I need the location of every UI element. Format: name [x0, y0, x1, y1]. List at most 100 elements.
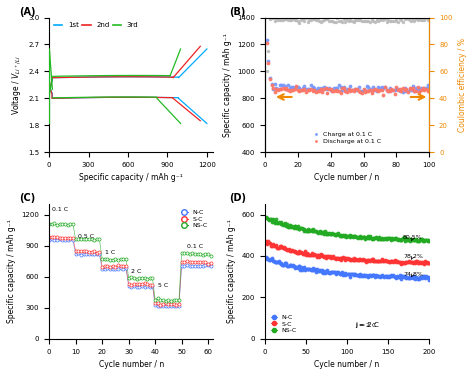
Text: j = 2 C: j = 2 C — [356, 323, 377, 328]
Point — [370, 271, 378, 277]
Point — [337, 90, 344, 96]
Point — [366, 233, 374, 240]
Point — [151, 300, 159, 306]
Point — [398, 237, 406, 243]
Point — [308, 228, 316, 234]
Point — [343, 89, 351, 96]
Point — [305, 228, 312, 234]
Point — [296, 85, 303, 91]
Point — [288, 262, 296, 268]
Point — [355, 257, 363, 263]
Point — [392, 259, 400, 265]
Point — [396, 86, 403, 92]
Point — [186, 263, 193, 269]
Point — [420, 273, 428, 279]
Point — [346, 17, 354, 23]
Point — [324, 230, 332, 237]
Point — [280, 220, 288, 226]
Point — [356, 233, 364, 240]
Point — [374, 273, 381, 279]
Point — [398, 87, 405, 93]
Point — [405, 274, 412, 280]
Point — [401, 87, 409, 93]
Point — [64, 235, 72, 241]
Point — [391, 274, 399, 280]
Point — [342, 257, 349, 263]
Point — [303, 266, 310, 272]
Point — [128, 282, 135, 288]
Point — [284, 17, 292, 23]
Point — [283, 221, 291, 227]
Point — [409, 274, 417, 280]
Point — [414, 17, 421, 23]
Point — [366, 87, 374, 93]
Point — [365, 273, 372, 279]
Point — [391, 91, 399, 97]
Point — [159, 297, 167, 303]
Point — [290, 263, 298, 269]
Point — [82, 248, 90, 254]
Point — [299, 16, 307, 22]
Point — [367, 235, 375, 241]
Point — [325, 85, 333, 91]
Point — [354, 257, 362, 263]
Point — [375, 234, 383, 240]
Point — [383, 87, 390, 93]
Point — [403, 237, 411, 243]
Point — [392, 274, 400, 280]
Point — [292, 84, 300, 90]
Point — [401, 259, 409, 265]
Text: j = 2 C: j = 2 C — [356, 322, 379, 328]
Point — [321, 253, 328, 259]
Point — [412, 16, 420, 22]
Point — [389, 236, 397, 242]
Point — [391, 18, 399, 24]
Point — [313, 266, 320, 272]
Point — [309, 265, 316, 271]
Point — [267, 256, 274, 262]
Point — [106, 257, 114, 263]
Point — [96, 236, 103, 242]
Point — [322, 269, 329, 275]
Point — [341, 255, 348, 261]
Point — [189, 263, 196, 269]
Point — [396, 237, 403, 243]
Point — [376, 274, 384, 280]
Point — [308, 250, 316, 256]
Point — [333, 85, 341, 91]
Point — [398, 259, 406, 265]
Point — [339, 232, 347, 238]
Point — [330, 88, 338, 94]
Point — [347, 233, 355, 239]
Point — [376, 236, 384, 242]
Point — [337, 255, 344, 261]
Point — [273, 219, 280, 225]
Point — [363, 273, 371, 279]
Point — [378, 256, 385, 262]
Point — [281, 246, 289, 252]
Point — [345, 18, 353, 24]
Point — [333, 15, 341, 21]
Point — [290, 225, 298, 231]
Text: 2 C: 2 C — [131, 268, 142, 273]
Point — [287, 223, 294, 229]
Point — [343, 233, 351, 239]
Point — [370, 87, 377, 93]
Point — [319, 86, 326, 92]
Point — [330, 269, 338, 275]
Point — [371, 274, 379, 280]
Point — [264, 215, 271, 221]
Point — [424, 82, 431, 88]
Point — [294, 84, 301, 90]
Y-axis label: Voltage / $V_{Li^+/Li}$: Voltage / $V_{Li^+/Li}$ — [10, 55, 23, 115]
Point — [414, 83, 421, 89]
Point — [363, 88, 371, 94]
Point — [306, 266, 314, 272]
Point — [138, 280, 146, 287]
Point — [282, 261, 289, 267]
Point — [370, 256, 377, 262]
Point — [199, 259, 207, 265]
Point — [420, 87, 428, 93]
Point — [91, 251, 98, 257]
Point — [357, 273, 365, 279]
